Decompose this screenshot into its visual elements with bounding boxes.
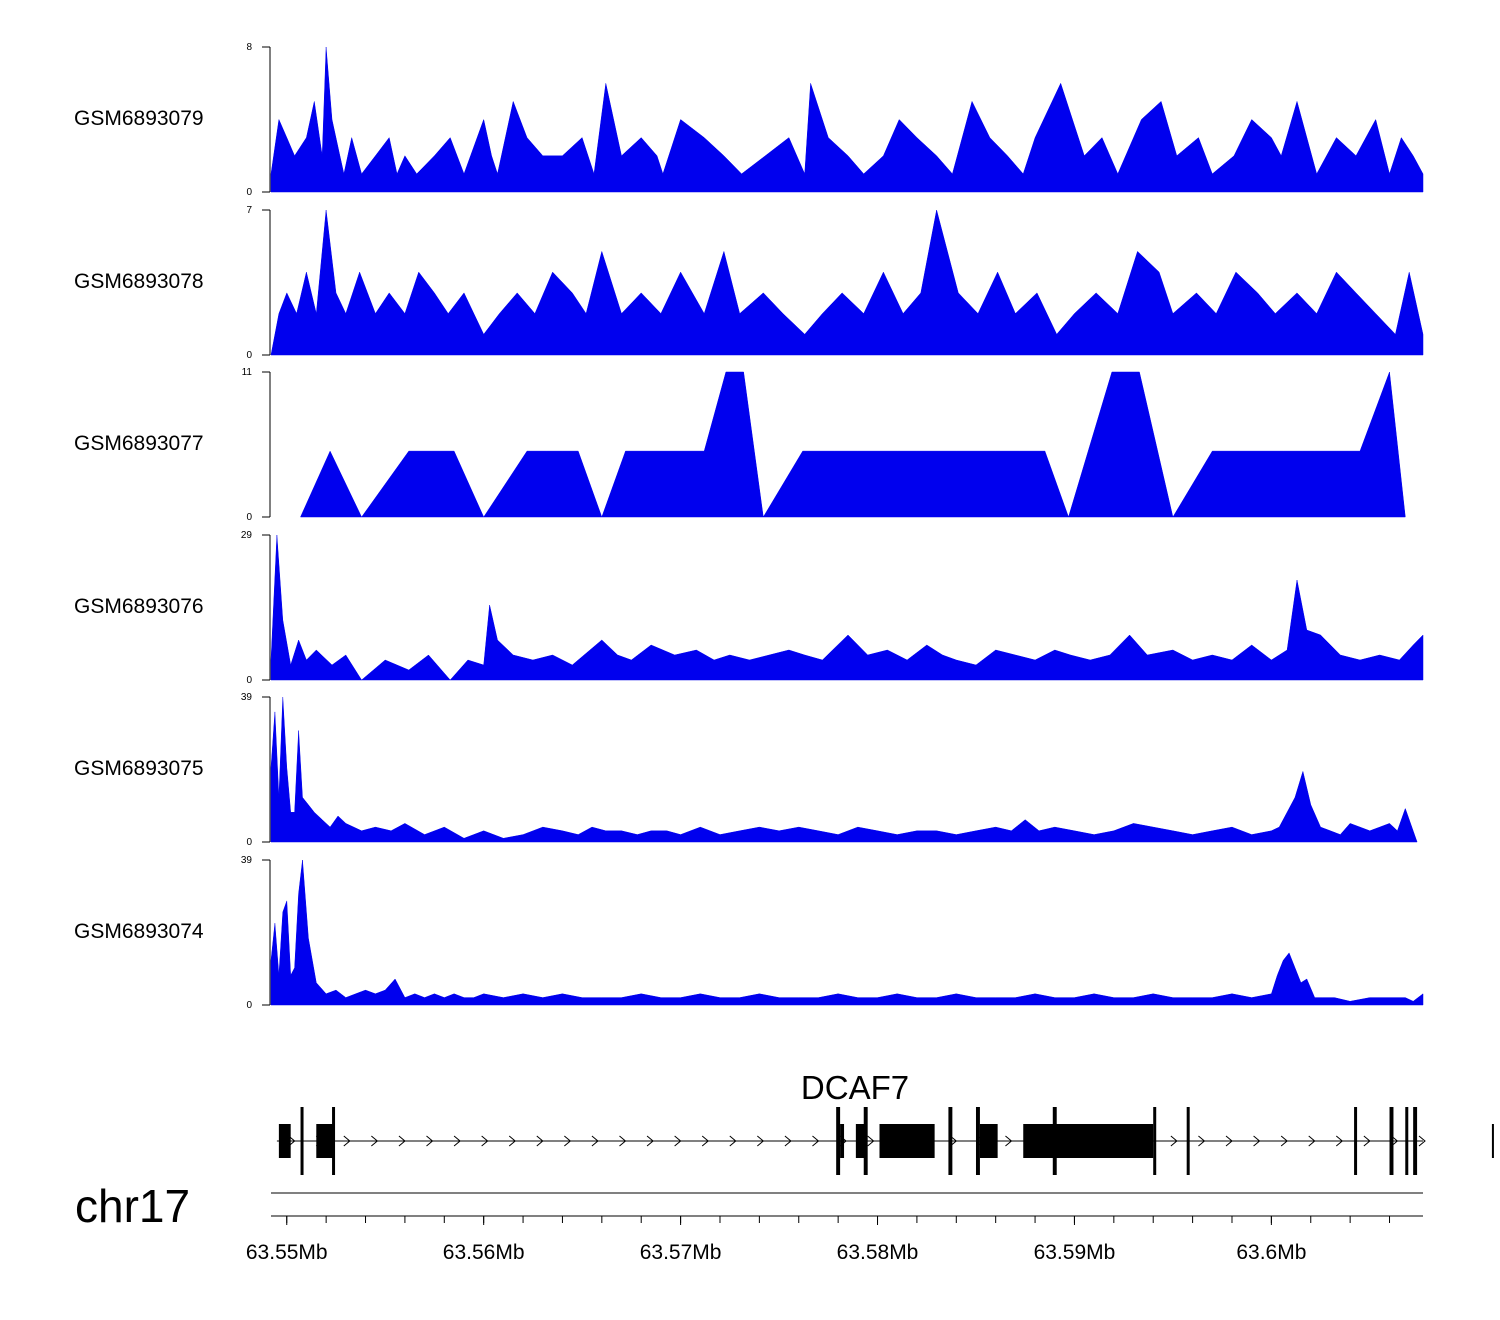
coverage-area	[270, 46, 1424, 193]
gene-label: DCAF7	[801, 1069, 909, 1106]
exon-tick	[1413, 1107, 1418, 1175]
exon-block	[278, 1124, 291, 1158]
strand-arrow	[1253, 1135, 1261, 1147]
track-name-label: GSM6893077	[74, 432, 204, 455]
exon-tick	[300, 1107, 304, 1175]
coverage-area	[270, 534, 1424, 681]
track-GSM6893079: GSM6893079 8 0	[74, 42, 1424, 198]
x-tick-label: 63.59Mb	[1034, 1241, 1116, 1264]
strand-arrow	[812, 1135, 820, 1147]
y-tick-label-min: 0	[246, 350, 252, 361]
strand-arrow	[619, 1135, 627, 1147]
exon-block	[840, 1124, 845, 1158]
exon-block	[979, 1124, 998, 1158]
y-tick-label-max: 8	[246, 42, 252, 53]
exon-tick	[1354, 1107, 1358, 1175]
exon-tick	[1405, 1107, 1409, 1175]
y-tick-label-max: 39	[241, 855, 253, 866]
strand-arrow	[481, 1135, 489, 1147]
strand-arrow	[1005, 1135, 1013, 1147]
track-name-label: GSM6893074	[74, 920, 204, 943]
y-tick-label-max: 11	[242, 367, 253, 378]
coverage-tracks: GSM689307980GSM689307870GSM6893077110GSM…	[74, 42, 1424, 1011]
track-GSM6893078: GSM6893078 7 0	[74, 205, 1424, 361]
gene-model-track: DCAF7	[276, 1069, 1494, 1175]
strand-arrow	[564, 1135, 572, 1147]
strand-arrow	[867, 1135, 875, 1147]
coverage-area	[270, 209, 1424, 356]
track-GSM6893074: GSM6893074 39 0	[74, 855, 1424, 1011]
exon-tick	[1052, 1107, 1057, 1175]
strand-arrow	[674, 1135, 682, 1147]
exon-tick	[332, 1107, 336, 1175]
coverage-area	[270, 696, 1418, 843]
strand-arrow	[343, 1135, 351, 1147]
strand-arrow	[508, 1135, 516, 1147]
strand-arrow	[1198, 1135, 1206, 1147]
exon-tick	[948, 1107, 953, 1175]
exon-block	[1023, 1124, 1154, 1158]
x-tick-label: 63.6Mb	[1236, 1241, 1306, 1264]
exon-tick	[1186, 1107, 1190, 1175]
strand-arrow	[536, 1135, 544, 1147]
strand-arrow	[1280, 1135, 1288, 1147]
track-GSM6893075: GSM6893075 39 0	[74, 692, 1418, 848]
strand-arrow	[371, 1135, 379, 1147]
strand-arrow	[1335, 1135, 1344, 1147]
strand-arrow	[784, 1135, 792, 1147]
track-GSM6893077: GSM6893077 11 0	[74, 367, 1406, 523]
y-tick-label-max: 7	[246, 205, 252, 216]
x-tick-label: 63.56Mb	[443, 1241, 525, 1264]
track-name-label: GSM6893075	[74, 757, 204, 780]
exon-block	[855, 1124, 866, 1158]
y-tick-label-min: 0	[246, 512, 252, 523]
y-tick-label-min: 0	[246, 1000, 252, 1011]
strand-arrow	[426, 1135, 434, 1147]
strand-arrow	[398, 1135, 406, 1147]
strand-arrow	[701, 1135, 709, 1147]
track-name-label: GSM6893076	[74, 595, 204, 618]
strand-arrow	[1308, 1135, 1316, 1147]
track-name-label: GSM6893079	[74, 107, 204, 130]
strand-arrow	[646, 1135, 654, 1147]
y-tick-label-min: 0	[246, 837, 252, 848]
x-tick-label: 63.57Mb	[640, 1241, 722, 1264]
track-GSM6893076: GSM6893076 29 0	[74, 530, 1424, 686]
genome-axis: chr17 63.55Mb 63.56Mb 63.57Mb 63.58Mb 63.59M…	[75, 1180, 1423, 1264]
strand-arrow	[1225, 1135, 1233, 1147]
exon-block	[879, 1124, 935, 1158]
coverage-area	[300, 371, 1406, 518]
y-tick-label-max: 39	[241, 692, 253, 703]
strand-arrow	[1363, 1135, 1371, 1147]
x-tick-label: 63.55Mb	[246, 1241, 328, 1264]
coverage-area	[270, 859, 1424, 1006]
exon-tick	[836, 1107, 841, 1175]
track-name-label: GSM6893078	[74, 270, 204, 293]
exon-tick	[1153, 1107, 1157, 1175]
exon-block	[1491, 1124, 1494, 1158]
exon-tick	[1389, 1107, 1394, 1175]
strand-arrow	[591, 1135, 599, 1147]
exon-tick	[863, 1107, 868, 1175]
strand-arrow	[1170, 1135, 1178, 1147]
y-tick-label-min: 0	[246, 675, 252, 686]
exon-tick	[975, 1107, 980, 1175]
strand-arrow	[453, 1135, 461, 1147]
y-tick-label-min: 0	[246, 187, 252, 198]
y-tick-label-max: 29	[241, 530, 253, 541]
strand-arrow	[757, 1135, 765, 1147]
strand-arrow	[1418, 1135, 1426, 1147]
chromosome-label: chr17	[75, 1180, 190, 1232]
strand-arrow	[729, 1135, 737, 1147]
x-tick-label: 63.58Mb	[837, 1241, 919, 1264]
exon-block	[316, 1124, 335, 1158]
